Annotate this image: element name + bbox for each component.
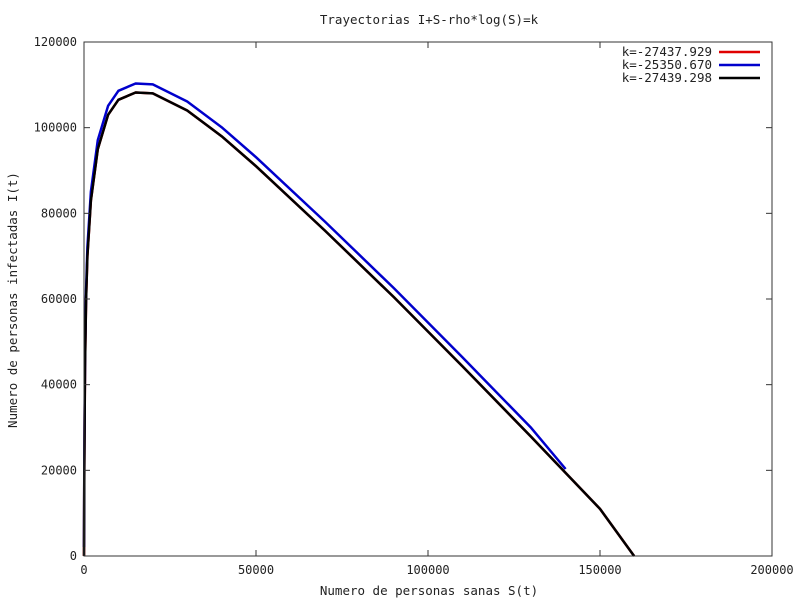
legend-label-1: k=-27437.929 (622, 44, 712, 59)
y-tick-label: 40000 (41, 378, 77, 392)
y-axis: 0 20000 40000 60000 80000 100000 120000 (34, 35, 772, 563)
x-axis: 0 50000 100000 150000 200000 (80, 42, 794, 577)
y-tick-label: 20000 (41, 463, 77, 477)
plot-area (82, 82, 636, 557)
y-tick-label: 60000 (41, 292, 77, 306)
x-tick-label: 200000 (750, 563, 793, 577)
x-tick-label: 0 (80, 563, 87, 577)
x-tick-label: 150000 (578, 563, 621, 577)
x-axis-label: Numero de personas sanas S(t) (320, 583, 538, 598)
y-axis-label: Numero de personas infectadas I(t) (5, 172, 20, 428)
y-tick-label: 120000 (34, 35, 77, 49)
chart-title: Trayectorias I+S-rho*log(S)=k (320, 12, 539, 27)
y-tick-label: 0 (70, 549, 77, 563)
y-tick-label: 100000 (34, 121, 77, 135)
x-tick-label: 50000 (238, 563, 274, 577)
y-tick-label: 80000 (41, 206, 77, 220)
series-line-3 (82, 91, 636, 557)
legend-label-3: k=-27439.298 (622, 70, 712, 85)
x-tick-label: 100000 (406, 563, 449, 577)
legend-label-2: k=-25350.670 (622, 57, 712, 72)
